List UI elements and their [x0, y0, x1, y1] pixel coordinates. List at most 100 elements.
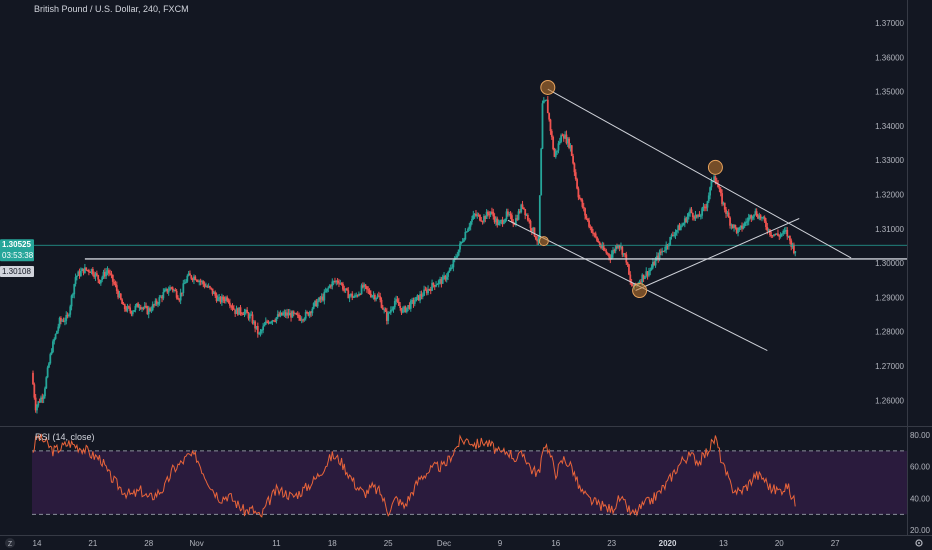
candle[interactable] — [385, 307, 388, 325]
candle[interactable] — [503, 219, 505, 225]
candle[interactable] — [178, 298, 181, 303]
candle[interactable] — [375, 297, 378, 302]
candle[interactable] — [106, 266, 109, 276]
candle[interactable] — [251, 311, 254, 325]
candle[interactable] — [570, 145, 573, 157]
candle[interactable] — [62, 317, 65, 323]
candle[interactable] — [663, 246, 666, 253]
candle[interactable] — [687, 211, 690, 220]
candle[interactable] — [202, 280, 205, 288]
candle[interactable] — [463, 237, 465, 243]
candle[interactable] — [574, 169, 577, 181]
candle[interactable] — [361, 282, 364, 289]
candle[interactable] — [577, 186, 580, 201]
candle[interactable] — [451, 264, 453, 269]
rsi-line[interactable] — [32, 433, 796, 518]
candle[interactable] — [322, 293, 324, 302]
candle[interactable] — [377, 291, 380, 297]
candle[interactable] — [307, 312, 310, 317]
candle[interactable] — [311, 307, 314, 316]
candle[interactable] — [441, 274, 444, 284]
candle[interactable] — [417, 295, 420, 302]
candle[interactable] — [181, 292, 183, 297]
candle[interactable] — [541, 100, 544, 150]
candle[interactable] — [154, 298, 157, 307]
candle[interactable] — [101, 275, 104, 283]
candle[interactable] — [743, 221, 746, 228]
candle[interactable] — [488, 211, 491, 219]
candle[interactable] — [74, 273, 77, 287]
candle[interactable] — [302, 318, 304, 323]
candle[interactable] — [404, 305, 407, 313]
candle[interactable] — [213, 290, 215, 294]
candle[interactable] — [461, 238, 464, 243]
candle[interactable] — [201, 279, 203, 285]
candle[interactable] — [359, 293, 362, 296]
candle[interactable] — [275, 316, 278, 324]
candle[interactable] — [606, 252, 609, 256]
candle[interactable] — [231, 303, 234, 312]
candle[interactable] — [582, 202, 585, 212]
candle[interactable] — [549, 118, 552, 135]
candle[interactable] — [203, 281, 206, 289]
candle[interactable] — [761, 216, 763, 222]
candle[interactable] — [195, 279, 198, 282]
candle[interactable] — [393, 297, 396, 310]
candle[interactable] — [129, 303, 132, 314]
candle[interactable] — [645, 267, 648, 278]
candle[interactable] — [363, 282, 366, 292]
candle[interactable] — [529, 219, 532, 232]
candle[interactable] — [150, 306, 153, 314]
candle[interactable] — [318, 296, 320, 303]
candle[interactable] — [254, 320, 257, 333]
candle[interactable] — [755, 208, 758, 218]
candle[interactable] — [256, 322, 259, 338]
candle[interactable] — [388, 311, 391, 314]
candle[interactable] — [747, 213, 750, 226]
candle[interactable] — [157, 302, 159, 308]
candle[interactable] — [420, 290, 423, 300]
candle[interactable] — [495, 216, 497, 226]
candle[interactable] — [219, 296, 222, 304]
candle[interactable] — [324, 287, 327, 293]
candle[interactable] — [155, 298, 158, 307]
candle[interactable] — [191, 277, 194, 283]
candle[interactable] — [452, 259, 455, 272]
candle[interactable] — [661, 247, 664, 256]
candle[interactable] — [163, 288, 166, 293]
candle[interactable] — [170, 286, 173, 290]
lower-high-circle[interactable] — [707, 159, 723, 175]
candle[interactable] — [642, 274, 645, 282]
candle[interactable] — [54, 333, 57, 340]
rsi-title[interactable]: RSI (14, close) — [35, 432, 95, 442]
candle[interactable] — [131, 310, 134, 317]
candle[interactable] — [765, 217, 767, 230]
candle[interactable] — [126, 303, 129, 313]
candle[interactable] — [428, 288, 431, 291]
candle[interactable] — [364, 284, 367, 290]
candle[interactable] — [718, 184, 721, 193]
candle[interactable] — [588, 217, 590, 229]
candle[interactable] — [291, 310, 294, 318]
candle[interactable] — [682, 222, 685, 226]
candle[interactable] — [90, 268, 93, 275]
candle[interactable] — [270, 321, 273, 325]
candle[interactable] — [435, 281, 437, 288]
candle[interactable] — [103, 268, 106, 279]
candle[interactable] — [146, 305, 149, 315]
candle[interactable] — [115, 281, 118, 294]
candle[interactable] — [525, 213, 528, 216]
candle[interactable] — [135, 303, 138, 308]
candle[interactable] — [510, 212, 513, 224]
upper-descending-trendline[interactable] — [547, 88, 852, 259]
candle[interactable] — [774, 233, 777, 236]
candle[interactable] — [187, 270, 190, 277]
candle[interactable] — [584, 207, 586, 220]
candle[interactable] — [674, 229, 677, 240]
candle[interactable] — [534, 235, 537, 241]
candle[interactable] — [339, 279, 342, 285]
candle[interactable] — [762, 215, 765, 220]
candle[interactable] — [509, 211, 512, 220]
candle[interactable] — [42, 394, 45, 404]
candle[interactable] — [592, 228, 594, 237]
